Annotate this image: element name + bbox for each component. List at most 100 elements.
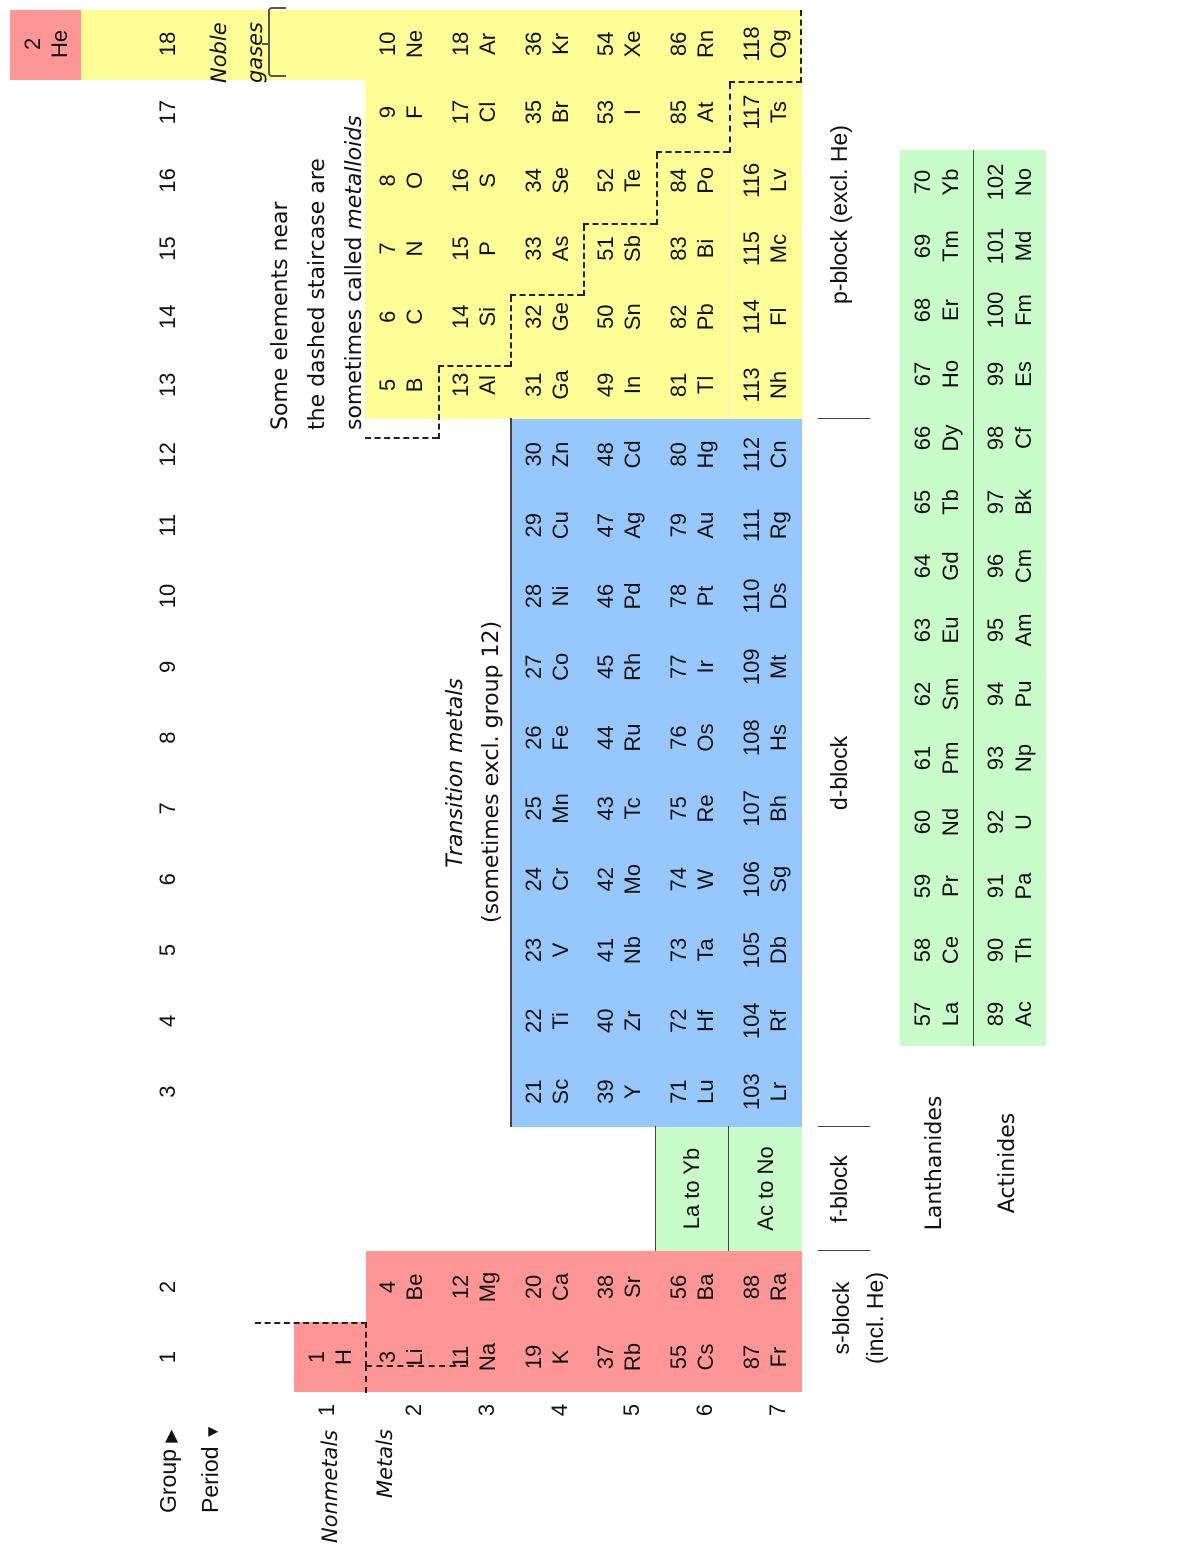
element-symbol: Tb xyxy=(937,489,963,515)
element-Er: 68 Er xyxy=(900,278,973,342)
element-Tb: 65 Tb xyxy=(900,470,973,534)
element-Nh: 113 Nh xyxy=(729,351,801,419)
element-Be: 4 Be xyxy=(365,1252,437,1322)
period-header-1: 1 xyxy=(314,1403,339,1417)
element-Bk: 97 Bk xyxy=(973,470,1046,534)
element-Lv: 116 Lv xyxy=(729,146,801,214)
group-header-7: 7 xyxy=(155,802,180,815)
period-header-4: 4 xyxy=(547,1403,572,1417)
group-header-15: 15 xyxy=(155,236,180,261)
noble-gases-label: Noble gases xyxy=(207,21,267,83)
group-header-5: 5 xyxy=(155,943,180,957)
element-Rh: 45 Rh xyxy=(583,631,655,702)
atomic-number: 27 xyxy=(520,654,546,680)
atomic-number: 45 xyxy=(592,654,618,680)
element-Ds: 110 Ds xyxy=(729,561,801,632)
atomic-number: 94 xyxy=(983,681,1008,707)
element-Ge: 32 Ge xyxy=(511,283,583,351)
element-symbol: Sn xyxy=(620,303,645,331)
element-symbol: Gd xyxy=(937,551,963,581)
atomic-number: 96 xyxy=(983,553,1008,579)
atomic-number: 46 xyxy=(592,583,618,609)
noble-gases-brace-icon xyxy=(268,7,286,77)
group-header-12: 12 xyxy=(155,442,180,467)
f-block-label: f-block xyxy=(826,1155,852,1223)
atomic-number: 25 xyxy=(520,796,546,821)
atomic-number: 95 xyxy=(983,617,1008,643)
atomic-number: 61 xyxy=(910,745,935,771)
element-Bh: 107 Bh xyxy=(729,773,801,844)
element-symbol: Og xyxy=(766,29,791,59)
atomic-number: 48 xyxy=(592,442,618,467)
element-symbol: Mn xyxy=(548,793,573,824)
atomic-number: 21 xyxy=(520,1079,546,1104)
element-S: 16 S xyxy=(438,146,510,214)
element-Br: 35 Br xyxy=(511,78,583,146)
element-Eu: 63 Eu xyxy=(900,598,973,662)
atomic-number: 78 xyxy=(665,583,691,609)
element-symbol: Mt xyxy=(766,654,791,680)
atomic-number: 47 xyxy=(592,512,618,538)
element-Li: 3 Li xyxy=(365,1322,437,1392)
atomic-number: 75 xyxy=(665,796,691,821)
element-symbol: Hf xyxy=(693,1009,718,1032)
element-symbol: Sc xyxy=(548,1078,573,1105)
atomic-number: 31 xyxy=(520,372,546,398)
element-symbol: Ds xyxy=(766,582,791,610)
element-symbol: Ra xyxy=(766,1272,791,1302)
atomic-number: 36 xyxy=(520,31,546,57)
element-Te: 52 Te xyxy=(583,146,655,214)
group-header-16: 16 xyxy=(155,168,180,193)
element-Fm: 100 Fm xyxy=(973,278,1046,342)
element-Tc: 43 Tc xyxy=(583,773,655,844)
element-symbol: Si xyxy=(475,306,500,327)
element-Ce: 58 Ce xyxy=(900,918,973,982)
element-symbol: V xyxy=(548,942,573,958)
element-As: 33 As xyxy=(511,214,583,282)
atomic-number: 3 xyxy=(374,1350,400,1364)
element-symbol: Dy xyxy=(937,424,963,452)
element-Nb: 41 Nb xyxy=(583,915,655,986)
element-symbol: Mo xyxy=(620,863,645,895)
element-symbol: Ts xyxy=(766,101,791,124)
atomic-number: 58 xyxy=(910,937,935,963)
element-Lu: 71 Lu xyxy=(656,1056,728,1127)
element-symbol: Ta xyxy=(693,938,718,962)
atomic-number: 91 xyxy=(983,873,1008,899)
element-symbol: K xyxy=(548,1349,573,1365)
element-symbol: Ho xyxy=(937,359,963,389)
element-Cu: 29 Cu xyxy=(511,490,583,561)
atomic-number: 67 xyxy=(910,361,935,387)
group-header-2: 2 xyxy=(155,1280,180,1294)
atomic-number: 33 xyxy=(520,236,546,261)
group-header-label: Group ▶ xyxy=(155,1429,181,1513)
element-symbol: No xyxy=(1010,167,1036,197)
atomic-number: 65 xyxy=(910,489,935,515)
element-symbol: Hs xyxy=(766,724,791,752)
element-symbol: Tl xyxy=(693,375,718,395)
element-Ir: 77 Ir xyxy=(656,631,728,702)
element-symbol: Es xyxy=(1010,361,1036,387)
element-Am: 95 Am xyxy=(973,598,1046,662)
atomic-number: 116 xyxy=(738,162,764,198)
atomic-number: 66 xyxy=(910,425,935,451)
atomic-number: 84 xyxy=(665,168,691,193)
atomic-number: 117 xyxy=(738,94,764,130)
atomic-number: 107 xyxy=(738,790,764,827)
atomic-number: 60 xyxy=(910,809,935,835)
element-Mg: 12 Mg xyxy=(438,1252,510,1322)
element-symbol: As xyxy=(548,235,573,262)
element-symbol: Kr xyxy=(548,32,573,55)
atomic-number: 77 xyxy=(665,654,691,680)
element-symbol: Sr xyxy=(620,1276,645,1298)
atomic-number: 19 xyxy=(520,1344,546,1370)
element-Pa: 91 Pa xyxy=(973,854,1046,918)
element-Ac: 89 Ac xyxy=(973,982,1046,1046)
atomic-number: 64 xyxy=(910,553,935,579)
group-header-10: 10 xyxy=(155,583,180,609)
group-header-8: 8 xyxy=(155,731,180,744)
element-symbol: Pt xyxy=(693,585,718,607)
element-symbol: Cu xyxy=(548,511,573,540)
element-symbol: U xyxy=(1010,814,1036,830)
